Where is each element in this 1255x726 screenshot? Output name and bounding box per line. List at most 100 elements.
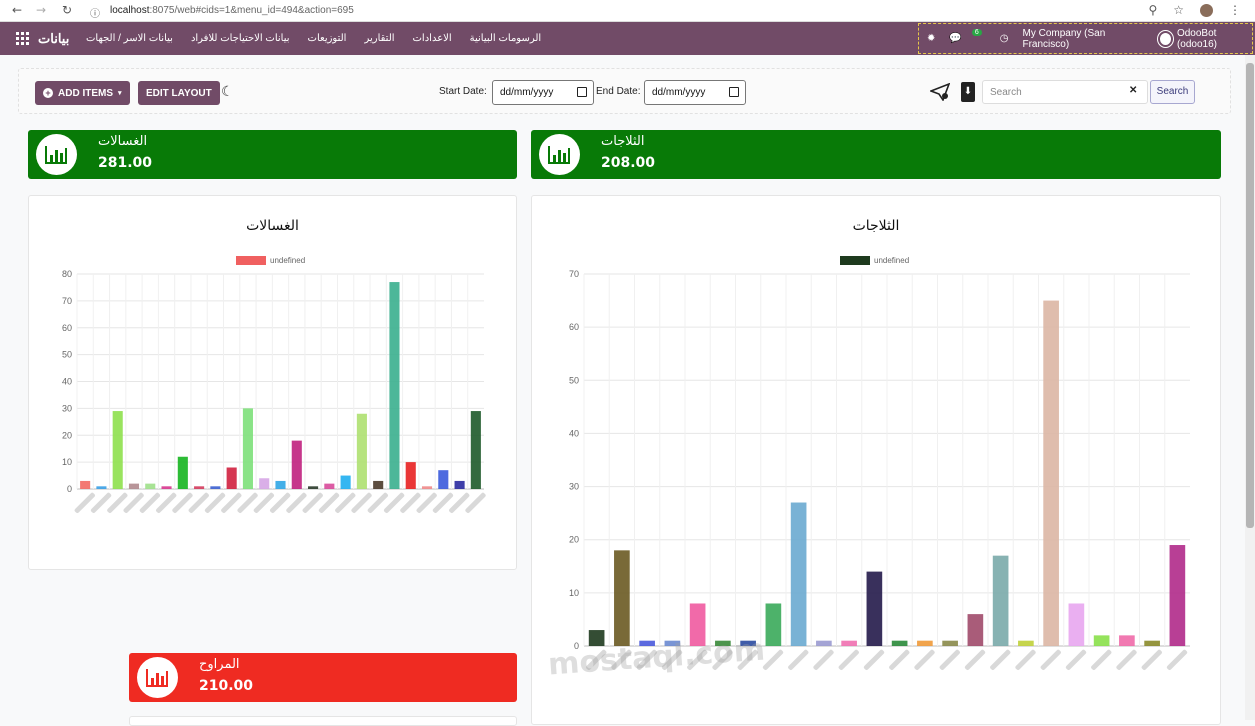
- kpi-card-fans[interactable]: المراوح 210.00: [129, 653, 517, 702]
- bar[interactable]: [438, 470, 449, 489]
- bar[interactable]: [145, 483, 156, 489]
- bar[interactable]: [1018, 640, 1034, 646]
- back-arrow-icon[interactable]: ←: [12, 3, 23, 17]
- bar[interactable]: [96, 486, 107, 489]
- calendar-icon[interactable]: [577, 87, 587, 97]
- bar[interactable]: [765, 603, 782, 646]
- start-date-input[interactable]: dd/mm/yyyy: [492, 80, 594, 105]
- bar[interactable]: [942, 640, 958, 646]
- bar[interactable]: [1093, 635, 1110, 646]
- user-avatar: [1158, 30, 1173, 47]
- kpi-card-fridges[interactable]: الثلاجات 208.00: [531, 130, 1221, 179]
- site-info-icon[interactable]: ⓘ: [90, 9, 100, 20]
- bar[interactable]: [1169, 545, 1186, 646]
- page-scrollbar[interactable]: [1245, 55, 1255, 720]
- address-bar[interactable]: localhost:8075/web#cids=1&menu_id=494&ac…: [110, 5, 354, 16]
- bar[interactable]: [291, 440, 302, 489]
- edit-layout-button[interactable]: EDIT LAYOUT: [138, 81, 220, 105]
- bar[interactable]: [1144, 640, 1160, 646]
- end-date-input[interactable]: dd/mm/yyyy: [644, 80, 746, 105]
- bug-icon[interactable]: ✹: [927, 33, 936, 44]
- y-tick-label: 60: [62, 323, 72, 333]
- scrollbar-thumb[interactable]: [1246, 63, 1254, 528]
- add-items-label: ADD ITEMS: [58, 87, 113, 99]
- bar[interactable]: [226, 467, 237, 490]
- clear-search-icon[interactable]: ✕: [1129, 85, 1138, 96]
- app-brand[interactable]: بيانات: [38, 31, 70, 46]
- menu-item-settings[interactable]: الاعدادات: [412, 33, 452, 44]
- bar[interactable]: [917, 640, 933, 646]
- bar[interactable]: [421, 486, 433, 489]
- bar[interactable]: [841, 640, 857, 646]
- zoom-icon[interactable]: ⚲: [1148, 3, 1158, 17]
- systray: ✹ 💬 6 ◷ My Company (San Francisco) OdooBo…: [918, 23, 1253, 54]
- profile-avatar[interactable]: [1200, 3, 1213, 17]
- bar[interactable]: [992, 555, 1009, 646]
- add-items-button[interactable]: + ADD ITEMS ▾: [35, 81, 130, 105]
- bar[interactable]: [308, 486, 319, 489]
- bar[interactable]: [816, 640, 832, 646]
- send-paper-plane-icon[interactable]: [930, 83, 950, 101]
- dark-mode-moon-icon[interactable]: ☾: [221, 83, 234, 99]
- search-button[interactable]: Search: [1150, 80, 1195, 104]
- kpi-card-washers[interactable]: الغسالات 281.00: [28, 130, 517, 179]
- bar[interactable]: [1043, 300, 1059, 646]
- reload-icon[interactable]: ↻: [62, 3, 73, 17]
- bar[interactable]: [275, 480, 286, 489]
- bar[interactable]: [389, 282, 400, 489]
- y-tick-label: 60: [569, 322, 579, 332]
- bar[interactable]: [790, 502, 807, 646]
- bar[interactable]: [210, 486, 221, 489]
- bar[interactable]: [259, 478, 270, 489]
- bar[interactable]: [80, 480, 91, 489]
- x-tick-mark: [889, 649, 910, 671]
- chart-legend[interactable]: undefined: [840, 256, 909, 265]
- menu-item-families[interactable]: بيانات الاسر / الجهات: [86, 33, 173, 44]
- bar[interactable]: [324, 483, 335, 489]
- bar[interactable]: [588, 630, 605, 646]
- x-tick-mark: [318, 492, 340, 514]
- menu-item-needs[interactable]: بيانات الاحتياجات للافراد: [190, 33, 290, 44]
- bar[interactable]: [664, 640, 681, 646]
- bar[interactable]: [866, 571, 883, 646]
- bar-chart-icon: [548, 146, 570, 164]
- bar[interactable]: [356, 413, 367, 489]
- chat-icon[interactable]: 💬: [949, 33, 962, 44]
- bar[interactable]: [194, 486, 205, 489]
- forward-arrow-icon[interactable]: →: [36, 3, 47, 17]
- kebab-menu-icon[interactable]: ⋮: [1229, 3, 1241, 17]
- bar[interactable]: [470, 411, 481, 489]
- bar[interactable]: [161, 486, 172, 489]
- menu-item-charts[interactable]: الرسومات البيانية: [469, 33, 542, 44]
- x-tick-mark: [302, 492, 323, 514]
- bar[interactable]: [689, 603, 706, 646]
- pdf-export-icon[interactable]: ⬇: [961, 82, 975, 102]
- bar[interactable]: [128, 483, 140, 489]
- bar[interactable]: [715, 640, 731, 646]
- bar[interactable]: [614, 550, 630, 646]
- bar[interactable]: [112, 411, 123, 489]
- bar[interactable]: [891, 640, 908, 646]
- search-input[interactable]: Search: [982, 80, 1148, 104]
- user-menu[interactable]: OdooBot (odoo16): [1158, 28, 1252, 50]
- calendar-icon[interactable]: [729, 87, 739, 97]
- clock-icon[interactable]: ◷: [999, 33, 1009, 44]
- bar[interactable]: [177, 456, 188, 489]
- bar[interactable]: [373, 480, 384, 489]
- bar[interactable]: [1119, 635, 1135, 646]
- bar[interactable]: [967, 614, 984, 646]
- bar[interactable]: [405, 462, 416, 489]
- bar[interactable]: [454, 480, 465, 489]
- bar[interactable]: [242, 408, 253, 489]
- bar[interactable]: [340, 475, 351, 489]
- bar[interactable]: [639, 640, 655, 646]
- company-switcher[interactable]: My Company (San Francisco): [1022, 27, 1106, 50]
- bar[interactable]: [1068, 603, 1085, 646]
- bar[interactable]: [740, 640, 756, 646]
- bookmark-star-icon[interactable]: ☆: [1173, 3, 1184, 17]
- x-tick-mark: [762, 649, 784, 671]
- menu-item-distributions[interactable]: التوزيعات: [307, 33, 347, 44]
- chart-legend[interactable]: undefined: [236, 256, 305, 265]
- menu-item-reports[interactable]: التقارير: [364, 33, 395, 44]
- apps-grid-icon[interactable]: [16, 32, 29, 45]
